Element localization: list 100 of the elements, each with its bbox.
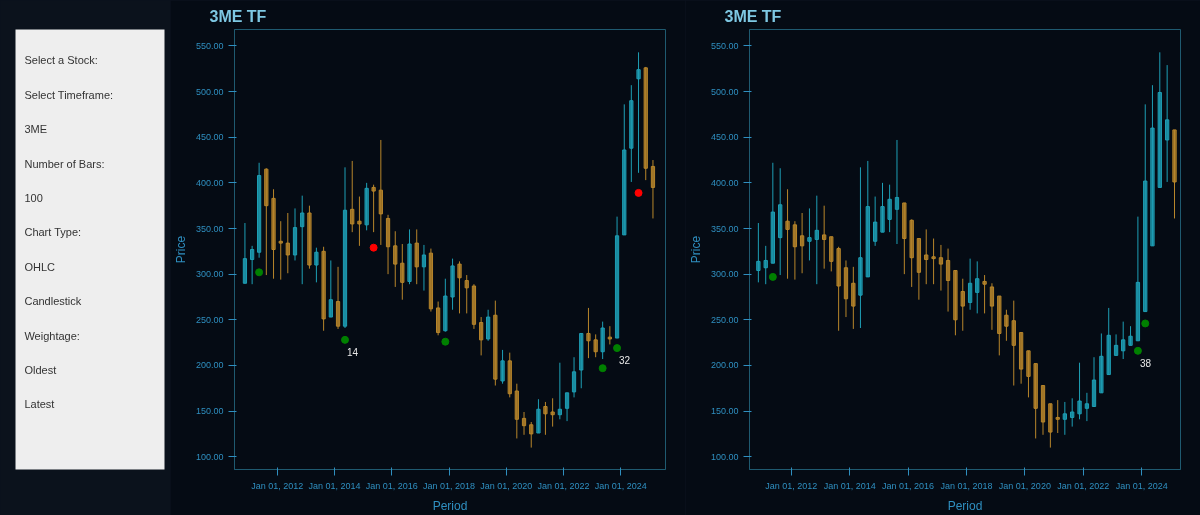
x-tick-label: Jan 01, 2012 (251, 480, 304, 491)
candlestick (378, 139, 383, 246)
point (441, 337, 450, 346)
y-tick-label: 100.00 (195, 451, 224, 462)
candlestick (593, 333, 598, 358)
y-tick-label: 300.00 (710, 269, 739, 280)
x-axis-title: Period (947, 498, 983, 513)
x-tick-label: Jan 01, 2012 (765, 480, 818, 491)
candlestick (975, 260, 980, 314)
point (598, 364, 607, 373)
annotation: 38 (1139, 357, 1152, 369)
y-tick-label: 150.00 (195, 406, 224, 417)
candlestick (486, 309, 491, 342)
candlestick (763, 245, 768, 285)
point (768, 272, 777, 281)
x-tick-label: Jan 01, 2016 (365, 480, 418, 491)
candlestick (314, 247, 319, 283)
x-tick-label: Jan 01, 2024 (1115, 480, 1168, 491)
y-tick-label: 550.00 (195, 40, 224, 51)
text: Oldest (24, 363, 57, 376)
y-tick-label: 450.00 (710, 132, 739, 143)
candlestick (400, 243, 405, 301)
candlestick (1077, 362, 1082, 420)
x-tick-label: Jan 01, 2022 (537, 480, 590, 491)
y-tick-label: 550.00 (710, 40, 739, 51)
candlestick (521, 411, 527, 436)
y-tick-label: 350.00 (195, 223, 224, 234)
x-tick-label: Jan 01, 2024 (594, 480, 647, 491)
point (1141, 319, 1150, 328)
candlestick (873, 196, 878, 247)
candlestick (600, 321, 605, 360)
candlestick (479, 316, 484, 356)
candlestick (1062, 401, 1067, 436)
candlestick (1113, 333, 1119, 356)
x-tick-label: Jan 01, 2014 (823, 480, 876, 491)
candlestick (650, 159, 656, 219)
candlestick (792, 220, 798, 281)
candlestick (564, 392, 570, 422)
candlestick (1165, 64, 1170, 183)
candlestick (328, 259, 333, 318)
candlestick (636, 51, 641, 174)
x-tick-label: Jan 01, 2018 (423, 480, 476, 491)
point (255, 268, 264, 277)
candlestick (756, 222, 761, 283)
y-tick-label: 200.00 (195, 360, 224, 371)
candlestick (982, 274, 987, 314)
y-axis-title: Price (688, 235, 703, 264)
candlestick (464, 274, 469, 314)
text: 100 (24, 191, 43, 204)
y-tick-label: 300.00 (195, 269, 224, 280)
x-tick-label: Jan 01, 2018 (940, 480, 993, 491)
point (634, 188, 643, 197)
candlestick (807, 207, 812, 261)
candlestick (586, 307, 591, 359)
y-tick-label: 250.00 (710, 314, 739, 325)
chart-title: 3ME TF (209, 7, 267, 25)
text: Select a Stock: (24, 54, 98, 67)
candlestick (1121, 321, 1126, 360)
y-tick-label: 100.00 (710, 451, 739, 462)
candlestick (529, 421, 534, 449)
text: Chart Type: (24, 226, 82, 239)
candlestick (945, 248, 951, 313)
candlestick (357, 196, 362, 247)
candlestick (543, 401, 548, 436)
annotation: 32 (619, 355, 631, 367)
candlestick (894, 139, 900, 245)
y-tick-label: 150.00 (710, 406, 739, 417)
candlestick (887, 184, 892, 233)
candlestick (1004, 309, 1009, 342)
x-tick-label: Jan 01, 2020 (480, 480, 533, 491)
candlestick (536, 398, 541, 434)
point (341, 335, 350, 344)
text: Weightage: (24, 329, 80, 342)
x-tick-label: Jan 01, 2022 (1057, 480, 1110, 491)
point (1133, 346, 1142, 355)
candlestick (924, 228, 929, 285)
y-tick-label: 400.00 (710, 177, 739, 188)
y-axis-title: Price (173, 235, 188, 264)
candlestick (1070, 397, 1075, 428)
candlestick (571, 356, 577, 398)
text: Select Timeframe: (24, 88, 114, 101)
candlestick (285, 212, 290, 274)
candlestick (421, 244, 427, 292)
candlestick (607, 325, 612, 345)
x-axis-title: Period (432, 498, 468, 513)
candlestick (550, 397, 555, 428)
text: 3ME (24, 123, 48, 136)
candlestick (931, 238, 936, 285)
candlestick (371, 184, 376, 233)
candlestick (822, 205, 827, 270)
candlestick (557, 362, 562, 420)
candlestick (393, 230, 398, 288)
y-tick-label: 400.00 (195, 177, 224, 188)
candlestick (278, 220, 283, 281)
y-tick-label: 450.00 (195, 132, 224, 143)
point (369, 243, 378, 252)
candlestick (967, 258, 973, 311)
candlestick (989, 282, 995, 331)
candlestick (457, 260, 462, 314)
chart-title: 3ME TF (724, 7, 782, 25)
